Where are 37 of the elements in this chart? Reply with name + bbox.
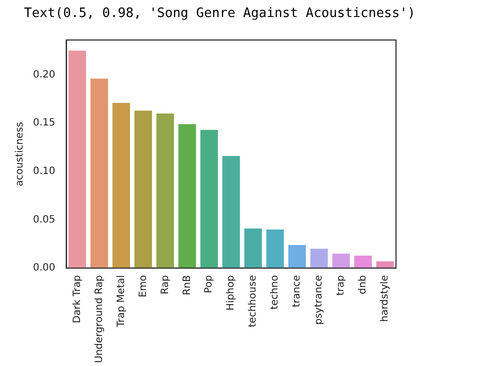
- x-tick-label: Underground Rap: [94, 275, 105, 364]
- bar: [266, 229, 284, 268]
- bar: [200, 130, 218, 268]
- x-tick-label: Dark Trap: [72, 275, 83, 324]
- x-tick-label: techno: [270, 275, 281, 310]
- x-tick-label: Rap: [160, 275, 171, 294]
- bar: [178, 124, 196, 268]
- x-tick-label: hardstyle: [380, 275, 391, 322]
- x-tick-label: RnB: [182, 275, 193, 296]
- x-tick-label: Trap Metal: [116, 275, 127, 328]
- bar: [222, 156, 240, 268]
- bar: [112, 102, 130, 268]
- bar: [90, 78, 108, 268]
- bar: [134, 110, 152, 268]
- y-tick-label: 0.15: [33, 118, 56, 129]
- bar: [156, 113, 174, 268]
- x-tick-label: Pop: [204, 275, 215, 294]
- y-tick-label: 0.10: [33, 166, 56, 178]
- x-tick-label: Emo: [138, 275, 149, 298]
- bar: [310, 248, 328, 268]
- x-tick-label: dnb: [358, 275, 369, 294]
- chart-title: Text(0.5, 0.98, 'Song Genre Against Acousticness'): [24, 6, 416, 21]
- bar: [332, 254, 350, 268]
- y-tick-label: 0.05: [33, 214, 56, 226]
- x-tick-label: psytrance: [314, 275, 325, 325]
- y-axis-title: acousticness: [14, 122, 26, 186]
- y-tick-label: 0.00: [33, 262, 56, 274]
- x-tick-label: trap: [336, 275, 347, 296]
- bar: [68, 50, 86, 268]
- x-tick-label: techhouse: [248, 275, 259, 328]
- bar: [288, 244, 306, 268]
- x-tick-label: Hiphop: [226, 275, 237, 311]
- x-tick-label: trance: [292, 275, 303, 308]
- y-tick-label: 0.20: [33, 69, 56, 80]
- bar: [376, 261, 394, 268]
- bar: [354, 256, 372, 268]
- bar: [244, 228, 262, 268]
